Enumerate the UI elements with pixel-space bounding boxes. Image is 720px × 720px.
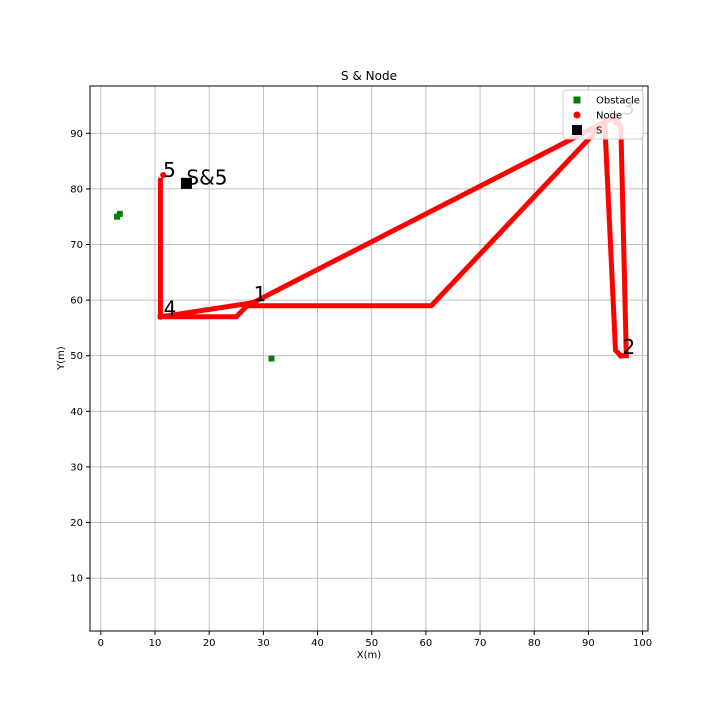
- x-tick-label: 20: [203, 638, 216, 649]
- legend: Obstacle Node S: [562, 89, 644, 140]
- y-tick-label: 10: [70, 574, 83, 585]
- y-tick-label: 70: [70, 240, 83, 251]
- plot-frame: [89, 85, 649, 632]
- legend-marker: [573, 111, 581, 119]
- node-annotation: 2: [623, 335, 636, 359]
- node-annotation: 5: [163, 158, 176, 182]
- legend-label: S: [596, 126, 602, 137]
- x-tick-label: 60: [420, 638, 433, 649]
- x-tick-label: 30: [257, 638, 270, 649]
- x-tick-label: 40: [311, 638, 324, 649]
- node-point: [157, 313, 164, 320]
- y-tick-label: 80: [70, 184, 83, 195]
- x-tick-label: 70: [474, 638, 487, 649]
- y-tick-label: 60: [70, 296, 83, 307]
- node-point: [160, 171, 167, 178]
- x-tick-label: 90: [582, 638, 595, 649]
- x-axis-label: X(m): [357, 650, 381, 661]
- node-annotation: 1: [254, 282, 267, 306]
- obstacle-point: [268, 355, 275, 362]
- node-annotation: S&5: [186, 165, 227, 189]
- legend-marker: [573, 96, 581, 104]
- y-tick-label: 90: [70, 129, 83, 140]
- chart-title: S & Node: [341, 69, 397, 83]
- x-tick-label: 10: [149, 638, 162, 649]
- x-tick-label: 80: [528, 638, 541, 649]
- y-axis-label: Y(m): [56, 346, 67, 371]
- y-tick-label: 30: [70, 462, 83, 473]
- x-tick-label: 0: [98, 638, 104, 649]
- axis-ticks: 0 10 20 30 40 50 60 70 80 90 100 10 20 30 40 50 60 70 80 90: [70, 129, 652, 649]
- legend-label: Obstacle: [596, 96, 640, 107]
- x-tick-label: 100: [633, 638, 652, 649]
- legend-label: Node: [596, 111, 622, 122]
- legend-marker: [572, 125, 582, 135]
- legend-box: [562, 89, 644, 140]
- grid-lines: [90, 86, 648, 631]
- y-tick-label: 50: [70, 351, 83, 362]
- obstacle-point: [116, 210, 123, 217]
- node-point: [249, 299, 256, 306]
- node-annotation: 4: [164, 297, 177, 321]
- x-tick-label: 50: [365, 638, 378, 649]
- y-tick-label: 20: [70, 518, 83, 529]
- s-point: [180, 177, 192, 189]
- node-point: [617, 352, 624, 359]
- y-tick-label: 40: [70, 407, 83, 418]
